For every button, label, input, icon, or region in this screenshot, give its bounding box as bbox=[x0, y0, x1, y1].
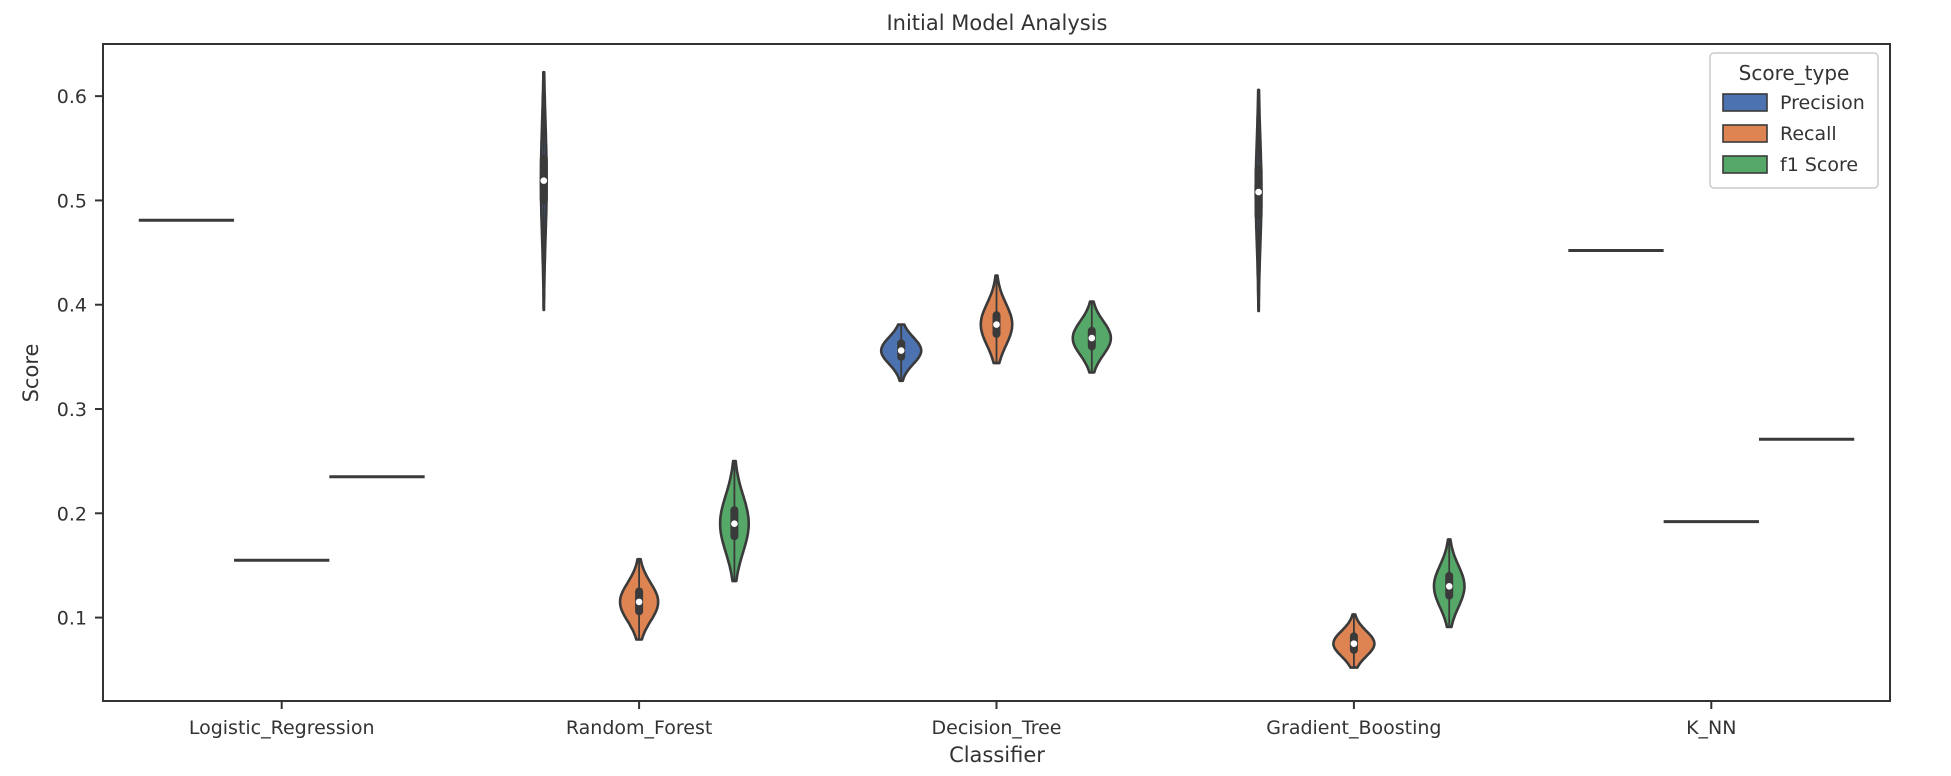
violins-layer bbox=[138, 70, 1855, 669]
y-axis-label: Score bbox=[19, 344, 43, 403]
legend-title: Score_type bbox=[1739, 61, 1850, 85]
legend-label-recall: Recall bbox=[1780, 123, 1837, 145]
y-tick-label: 0.2 bbox=[57, 503, 87, 525]
y-tick-label: 0.5 bbox=[57, 190, 87, 212]
legend-label-f1-score: f1 Score bbox=[1780, 154, 1858, 176]
legend-entries: Precision Recall f1 Score bbox=[1722, 92, 1865, 176]
legend: Score_type Precision Recall f1 Score bbox=[1709, 52, 1879, 189]
x-tick-label-decision-tree: Decision_Tree bbox=[932, 717, 1062, 739]
violin-decision-tree-precision bbox=[879, 323, 923, 383]
y-tick-label: 0.6 bbox=[57, 86, 87, 108]
violin-median-point bbox=[897, 347, 905, 354]
legend-box bbox=[1709, 52, 1879, 189]
x-tick-label-gradient-boosting: Gradient_Boosting bbox=[1266, 717, 1441, 739]
y-axis-ticks: 0.1 0.2 0.3 0.4 0.5 0.6 bbox=[57, 86, 103, 630]
legend-label-precision: Precision bbox=[1780, 92, 1865, 114]
x-tick-label-logistic-regression: Logistic_Regression bbox=[189, 717, 375, 739]
violin-median-point bbox=[1255, 188, 1262, 196]
x-tick-label-k-nn: K_NN bbox=[1686, 717, 1736, 739]
violin-gradient-boosting-precision bbox=[1254, 88, 1263, 313]
x-tick-label-random-forest: Random_Forest bbox=[566, 717, 712, 739]
legend-swatch-recall bbox=[1722, 124, 1768, 143]
legend-swatch-f1-score bbox=[1722, 155, 1768, 174]
violin-random-forest-f1-score bbox=[718, 459, 750, 583]
violin-gradient-boosting-f1-score bbox=[1432, 538, 1466, 629]
y-tick-label: 0.4 bbox=[57, 295, 87, 317]
violin-random-forest-precision bbox=[539, 70, 548, 312]
legend-swatch-precision bbox=[1722, 93, 1768, 112]
violin-median-point bbox=[1088, 334, 1096, 342]
y-tick-label: 0.3 bbox=[57, 399, 87, 421]
violin-median-point bbox=[540, 177, 548, 184]
violin-random-forest-recall bbox=[618, 557, 660, 641]
x-axis-ticks: Logistic_Regression Random_Forest Decision… bbox=[189, 701, 1736, 739]
violin-decision-tree-recall bbox=[979, 274, 1014, 365]
chart-title: Initial Model Analysis bbox=[886, 11, 1107, 35]
plot-frame bbox=[102, 43, 1891, 702]
violin-decision-tree-f1-score bbox=[1071, 300, 1113, 374]
violin-median-point bbox=[1445, 582, 1453, 590]
violin-median-point bbox=[993, 321, 1000, 328]
y-tick-label: 0.1 bbox=[57, 608, 87, 630]
x-axis-label: Classifier bbox=[949, 743, 1045, 767]
violin-gradient-boosting-recall bbox=[1332, 613, 1376, 669]
violin-median-point bbox=[635, 598, 643, 606]
violin-median-point bbox=[731, 520, 738, 528]
violin-median-point bbox=[1350, 640, 1358, 647]
